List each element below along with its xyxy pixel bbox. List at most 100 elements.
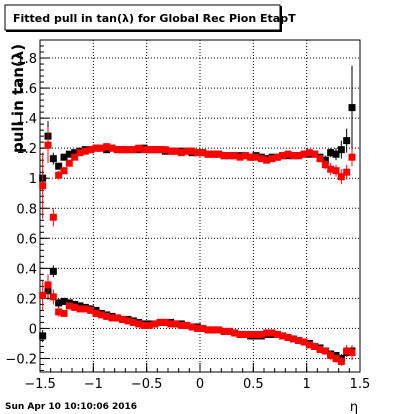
y-tick-label: 1.8 [16,52,37,67]
data-point [209,326,217,334]
data-point [284,333,292,341]
data-point [183,147,191,155]
data-point [156,318,164,326]
data-point [220,152,228,160]
data-point [316,155,324,163]
data-point [241,330,249,338]
data-point [135,144,143,152]
data-point [55,171,63,179]
data-point [300,338,308,346]
data-point [65,159,73,167]
data-point [311,150,319,158]
data-series [39,65,356,366]
data-point [135,320,143,328]
data-point [252,330,260,338]
data-point [332,354,340,362]
data-point [343,168,351,176]
data-point [55,162,63,170]
x-tick-label: −1 [84,377,103,392]
data-point [257,330,265,338]
data-point [231,152,239,160]
x-tick-label: 1 [303,377,311,392]
data-point [76,305,84,313]
data-point [193,149,201,157]
axis-ticks [39,39,361,372]
data-point [193,324,201,332]
data-point [337,146,345,154]
data-point [305,341,313,349]
data-point [183,321,191,329]
data-point [289,152,297,160]
data-point [156,146,164,154]
data-point [225,152,233,160]
data-point [279,332,287,340]
title-box: Fitted pull in tan(λ) for Global Rec Pio… [4,4,296,32]
data-point [124,317,132,325]
data-point [76,149,84,157]
data-point [129,318,137,326]
data-point [311,342,319,350]
data-point [220,327,228,335]
data-point [129,146,137,154]
y-tick-label: 1.4 [16,112,37,127]
x-tick-labels: −1.5 −1 −0.5 0 0.5 1 1.5 [24,377,370,392]
data-point [225,327,233,335]
data-point [97,311,105,319]
data-point [65,302,73,310]
data-point [108,144,116,152]
data-point [263,329,271,337]
data-point [268,329,276,337]
data-point [348,104,356,112]
title-shadow-bottom [6,30,281,32]
data-point [97,144,105,152]
data-point [295,336,303,344]
data-point [252,153,260,161]
data-point [44,141,52,149]
data-point [204,326,212,334]
data-point [172,147,180,155]
data-point [49,155,57,163]
data-point [236,330,244,338]
y-tick-label: 0.2 [16,292,37,307]
x-tick-label: −0.5 [131,377,163,392]
data-point [55,299,63,307]
data-point [119,315,127,323]
data-point [44,281,52,289]
data-point [273,153,281,161]
data-point [60,167,68,175]
data-point [209,150,217,158]
y-tick-label: −0.2 [5,352,37,367]
data-point [247,153,255,161]
data-point [161,318,169,326]
data-point [327,149,335,157]
chart-title: Fitted pull in tan(λ) for Global Rec Pio… [13,12,296,25]
data-point [337,173,345,181]
data-point [247,330,255,338]
data-point [145,146,153,154]
data-point [92,144,100,152]
data-point [332,167,340,175]
data-point [327,351,335,359]
data-point [321,161,329,169]
data-point [124,146,132,154]
data-point [300,150,308,158]
timestamp: Sun Apr 10 10:10:06 2016 [5,402,137,412]
data-point [332,150,340,158]
data-point [215,326,223,334]
data-point [268,155,276,163]
data-point [167,147,175,155]
data-point [71,153,79,161]
data-point [348,153,356,161]
y-tick-label: 1 [29,172,37,187]
data-point [39,332,47,340]
data-point [49,267,57,275]
data-point [55,308,63,316]
data-point [263,156,271,164]
y-axis-label: pull in tan(λ) [9,44,27,153]
data-point [188,147,196,155]
y-tick-label: 0.6 [16,232,37,247]
data-point [327,165,335,173]
data-point [71,303,79,311]
data-point [103,312,111,320]
